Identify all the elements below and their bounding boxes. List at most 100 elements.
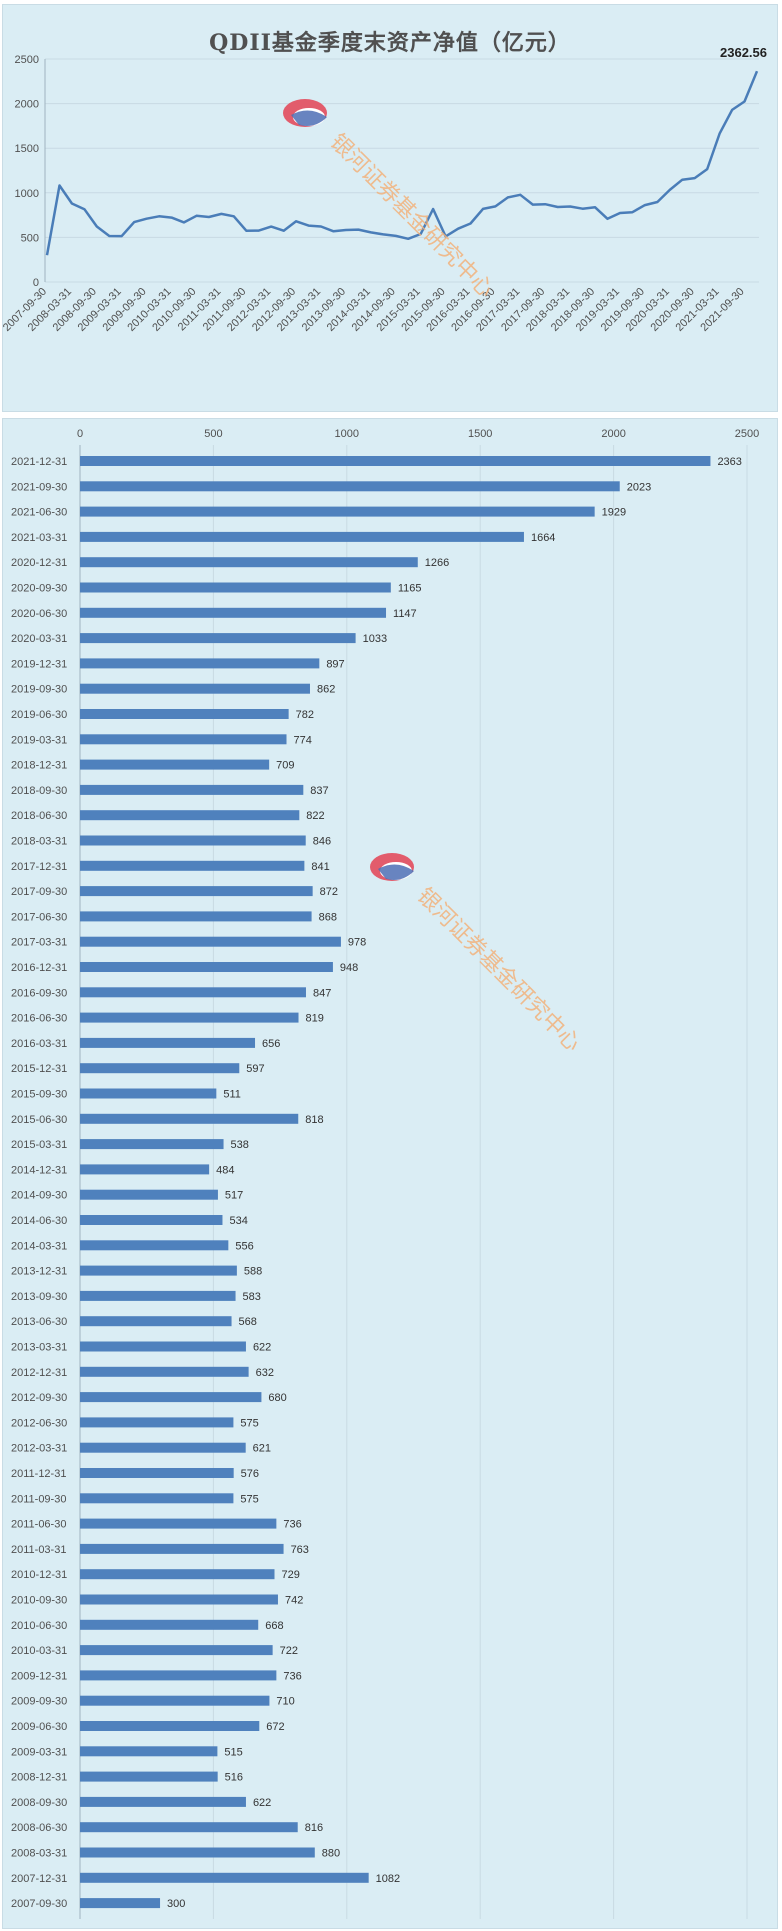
bar-value-label: 819 [306, 1013, 324, 1025]
bar [80, 1645, 273, 1656]
y-category-label: 2013-03-31 [11, 1342, 67, 1354]
bar [80, 1442, 246, 1453]
bar-chart: 0 500 1000 1500 2000 2500 2021-12-31 2363 2021-0… [11, 428, 759, 1919]
y-category-label: 2015-06-30 [11, 1114, 67, 1126]
y-category-label: 2020-03-31 [11, 633, 67, 645]
bar-value-label: 774 [294, 734, 312, 746]
bar [80, 1619, 259, 1630]
y-category-label: 2019-03-31 [11, 734, 67, 746]
y-category-label: 2011-03-31 [11, 1544, 66, 1556]
bar-value-label: 862 [317, 684, 335, 696]
y-category-label: 2021-03-31 [11, 532, 67, 544]
y-category-label: 2014-09-30 [11, 1190, 67, 1202]
y-tick-label: 2000 [15, 99, 39, 111]
y-category-label: 2008-12-31 [11, 1772, 67, 1784]
watermark-top: 银河证券基金研究中心 [283, 99, 498, 303]
bar-value-label: 672 [266, 1721, 284, 1733]
bar [80, 886, 313, 897]
bar [80, 506, 595, 517]
galaxy-securities-logo-icon [370, 853, 414, 881]
x-tick-label: 500 [204, 428, 222, 440]
bar [80, 1392, 262, 1403]
bar [80, 734, 287, 745]
bar-chart-panel: 0 500 1000 1500 2000 2500 2021-12-31 2363 2021-0… [2, 418, 778, 1929]
bar-value-label: 517 [225, 1190, 243, 1202]
bar-value-label: 621 [253, 1443, 271, 1455]
y-category-label: 2016-03-31 [11, 1038, 67, 1050]
bar-value-label: 872 [320, 886, 338, 898]
bar-value-label: 880 [322, 1848, 340, 1860]
x-tick-label: 2000 [601, 428, 625, 440]
bar-value-label: 622 [253, 1342, 271, 1354]
bar [80, 962, 333, 972]
bar-value-label: 583 [243, 1291, 261, 1303]
bar-value-label: 736 [283, 1519, 301, 1531]
bar-value-label: 1033 [363, 633, 387, 645]
bar-value-label: 516 [225, 1772, 243, 1784]
bar [80, 1721, 260, 1731]
bar-value-label: 822 [306, 810, 324, 822]
bar-value-label: 300 [167, 1898, 185, 1910]
bar [80, 531, 524, 542]
y-category-label: 2012-06-30 [11, 1417, 67, 1429]
y-tick-label: 1000 [15, 188, 39, 200]
bar [80, 860, 305, 871]
bar [80, 987, 306, 998]
bar [80, 1417, 234, 1428]
bar [80, 1847, 315, 1858]
bar-value-label: 2023 [627, 481, 651, 493]
bar-value-label: 846 [313, 836, 331, 848]
bar-value-label: 847 [313, 987, 331, 999]
bar [80, 1088, 217, 1099]
bar [80, 1164, 210, 1175]
bar-value-label: 837 [310, 785, 328, 797]
y-category-label: 2012-09-30 [11, 1392, 67, 1404]
bar-value-label: 2363 [717, 456, 741, 468]
y-category-label: 2010-06-30 [11, 1620, 67, 1632]
bar [80, 633, 356, 644]
bar [80, 1189, 218, 1200]
bar [80, 1366, 249, 1377]
bar-value-label: 484 [216, 1164, 234, 1176]
bar [80, 936, 341, 947]
bar-value-label: 710 [276, 1696, 294, 1708]
bar [80, 1012, 299, 1023]
bar-value-label: 538 [231, 1139, 249, 1151]
bar [80, 1569, 275, 1580]
y-category-label: 2008-09-30 [11, 1797, 67, 1809]
bar-value-label: 1664 [531, 532, 555, 544]
bar-value-label: 632 [256, 1367, 274, 1379]
y-category-label: 2016-06-30 [11, 1013, 67, 1025]
bar-value-label: 816 [305, 1822, 323, 1834]
y-category-label: 2014-06-30 [11, 1215, 67, 1227]
bar-value-label: 656 [262, 1038, 280, 1050]
y-category-label: 2021-06-30 [11, 507, 67, 519]
bar [80, 1670, 277, 1681]
y-category-label: 2007-12-31 [11, 1873, 67, 1885]
y-category-label: 2019-12-31 [11, 658, 67, 670]
y-category-label: 2010-03-31 [11, 1645, 67, 1657]
y-gridlines [45, 58, 759, 283]
watermark-text: 银河证券基金研究中心 [325, 130, 498, 303]
bar-value-label: 556 [235, 1240, 253, 1252]
y-category-label: 2010-12-31 [11, 1569, 67, 1581]
y-category-label: 2007-09-30 [11, 1898, 67, 1910]
bar-value-label: 742 [285, 1595, 303, 1607]
x-tick-label: 2500 [735, 428, 759, 440]
bar-value-label: 722 [280, 1645, 298, 1657]
y-category-label: 2016-12-31 [11, 962, 67, 974]
bar-value-label: 1165 [398, 583, 422, 595]
bar [80, 784, 304, 795]
bar [80, 1037, 256, 1048]
y-category-label: 2008-03-31 [11, 1848, 67, 1860]
bar [80, 456, 711, 466]
y-category-label: 2012-12-31 [11, 1367, 67, 1379]
y-category-label: 2011-12-31 [11, 1468, 66, 1480]
bar [80, 1468, 234, 1478]
y-category-label: 2016-09-30 [11, 987, 67, 999]
y-category-label: 2018-12-31 [11, 760, 67, 772]
bar [80, 1771, 218, 1782]
bar-value-label: 1266 [425, 557, 449, 569]
y-category-label: 2019-06-30 [11, 709, 67, 721]
bar-value-label: 534 [229, 1215, 247, 1227]
